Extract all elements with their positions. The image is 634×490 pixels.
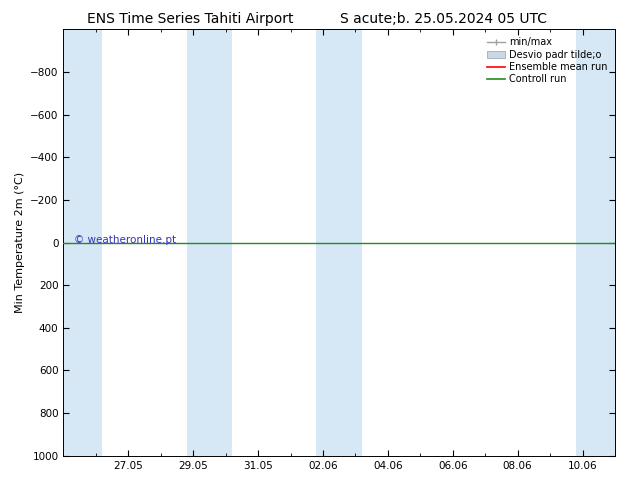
Text: © weatheronline.pt: © weatheronline.pt [74,235,176,245]
Legend: min/max, Desvio padr tilde;o, Ensemble mean run, Controll run: min/max, Desvio padr tilde;o, Ensemble m… [484,34,610,87]
Text: S acute;b. 25.05.2024 05 UTC: S acute;b. 25.05.2024 05 UTC [340,12,547,26]
Bar [576,29,615,456]
Bar [63,29,102,456]
Bar [316,29,362,456]
Y-axis label: Min Temperature 2m (°C): Min Temperature 2m (°C) [15,172,25,313]
Text: ENS Time Series Tahiti Airport: ENS Time Series Tahiti Airport [87,12,294,26]
Bar [186,29,232,456]
